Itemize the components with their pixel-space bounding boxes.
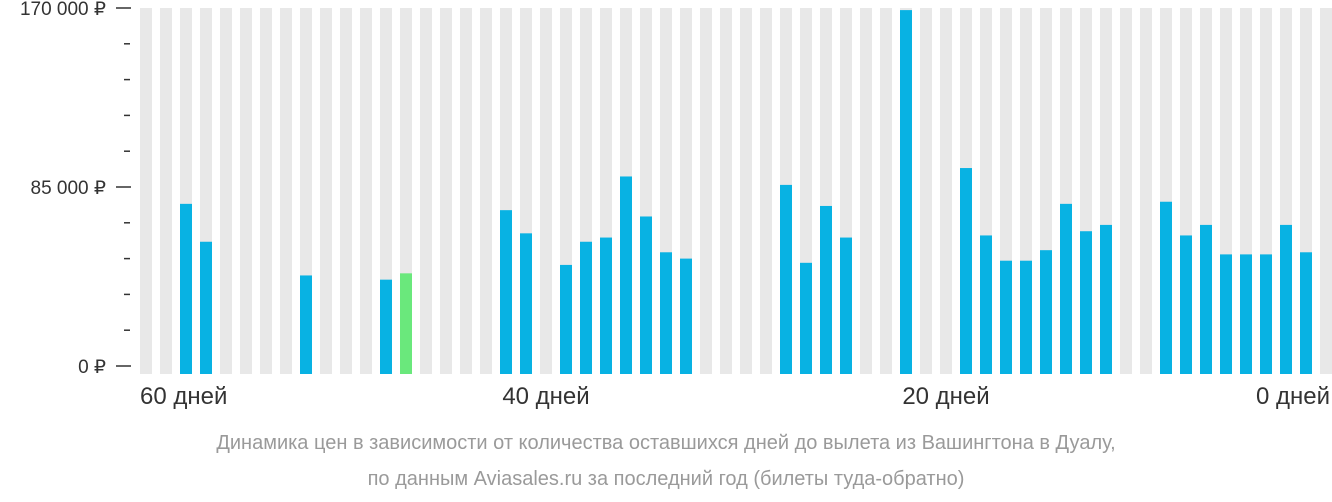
- price-bar: [580, 241, 592, 374]
- price-bar: [520, 233, 532, 374]
- price-bar: [780, 184, 792, 374]
- price-bar: [840, 237, 852, 374]
- price-bar: [1200, 224, 1212, 374]
- placeholder-column: [1320, 8, 1332, 374]
- price-bar: [800, 262, 812, 374]
- placeholder-column: [320, 8, 332, 374]
- price-bars: [180, 10, 1312, 374]
- x-axis: 60 дней 40 дней 20 дней 0 дней: [140, 383, 1330, 410]
- price-bar: [620, 176, 632, 374]
- placeholder-column: [740, 8, 752, 374]
- placeholder-column: [340, 8, 352, 374]
- placeholder-column: [880, 8, 892, 374]
- price-bar: [560, 264, 572, 374]
- x-tick-label: 20 дней: [902, 383, 989, 410]
- placeholder-column: [720, 8, 732, 374]
- y-tick-label: 170 000 ₽: [20, 0, 106, 20]
- y-tick-label: 85 000 ₽: [31, 178, 106, 199]
- placeholder-column: [440, 8, 452, 374]
- x-tick-label: 0 дней: [1256, 383, 1330, 410]
- placeholder-column: [460, 8, 472, 374]
- price-bar: [600, 237, 612, 374]
- placeholder-column: [480, 8, 492, 374]
- placeholder-column: [160, 8, 172, 374]
- price-bar: [1220, 254, 1232, 374]
- chart-caption-line-1: Динамика цен в зависимости от количества…: [216, 432, 1116, 454]
- placeholder-column: [860, 8, 872, 374]
- price-bar: [640, 216, 652, 374]
- price-bar: [820, 205, 832, 374]
- x-tick-label: 40 дней: [502, 383, 589, 410]
- min-price-bar: [400, 273, 412, 374]
- placeholder-column: [760, 8, 772, 374]
- placeholder-column: [700, 8, 712, 374]
- price-bar: [200, 241, 212, 374]
- price-bar: [1020, 260, 1032, 374]
- price-bar: [1100, 224, 1112, 374]
- placeholder-column: [940, 8, 952, 374]
- placeholder-column: [420, 8, 432, 374]
- placeholder-column: [280, 8, 292, 374]
- price-bar: [1080, 231, 1092, 374]
- placeholder-column: [1120, 8, 1132, 374]
- placeholder-column: [240, 8, 252, 374]
- price-bar: [180, 203, 192, 374]
- placeholder-column: [1140, 8, 1152, 374]
- y-tick-label: 0 ₽: [78, 357, 106, 378]
- price-bar: [300, 275, 312, 374]
- price-bar: [960, 168, 972, 374]
- placeholder-column: [260, 8, 272, 374]
- price-bar: [1260, 254, 1272, 374]
- price-bar: [1060, 203, 1072, 374]
- price-bar: [900, 10, 912, 374]
- placeholder-column: [540, 8, 552, 374]
- y-axis: 170 000 ₽ 85 000 ₽ 0 ₽: [20, 0, 131, 378]
- price-bar: [500, 210, 512, 374]
- price-bar: [1000, 260, 1012, 374]
- placeholder-column: [360, 8, 372, 374]
- price-bar: [1160, 201, 1172, 374]
- price-bar: [1040, 250, 1052, 374]
- chart-caption-line-2: по данным Aviasales.ru за последний год …: [367, 468, 965, 490]
- x-tick-label: 60 дней: [140, 383, 227, 410]
- price-bar: [980, 235, 992, 374]
- price-bar: [660, 252, 672, 374]
- price-dynamics-chart: 170 000 ₽ 85 000 ₽ 0 ₽ 60 дней 40 дней 20 дн…: [20, 0, 1332, 410]
- price-bar: [1300, 252, 1312, 374]
- price-bar: [1280, 224, 1292, 374]
- price-bar: [380, 279, 392, 374]
- price-bar: [680, 258, 692, 374]
- price-bar: [1240, 254, 1252, 374]
- placeholder-column: [220, 8, 232, 374]
- placeholder-column: [920, 8, 932, 374]
- placeholder-columns: [140, 8, 1332, 374]
- placeholder-column: [140, 8, 152, 374]
- price-bar: [1180, 235, 1192, 374]
